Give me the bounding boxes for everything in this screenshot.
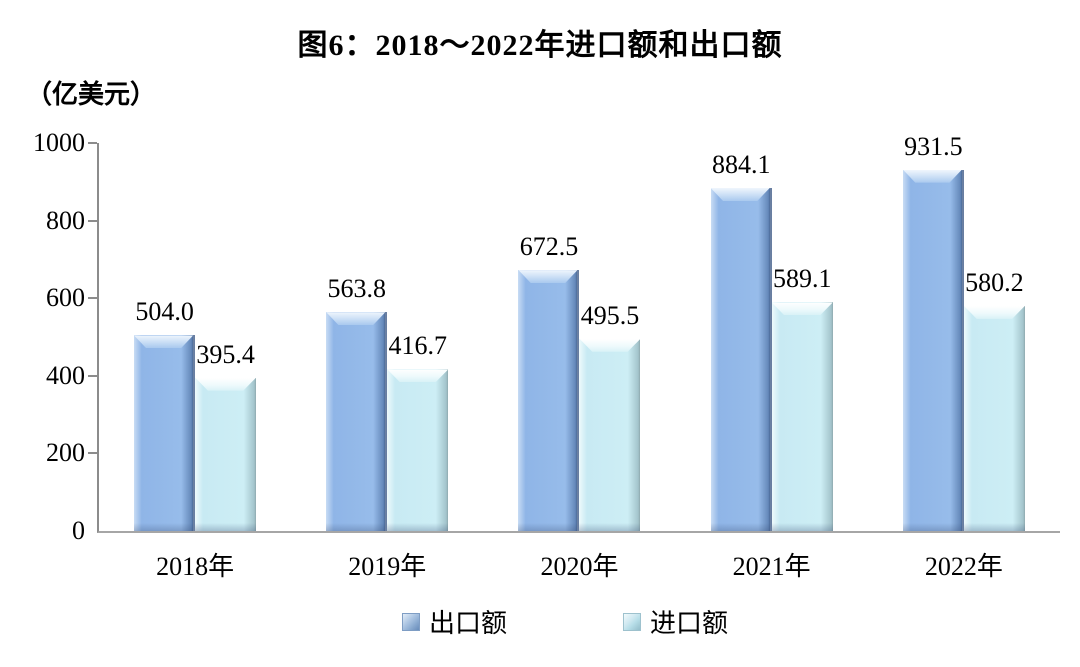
export-legend-marker-icon [401,612,420,631]
y-tick-mark-400 [88,374,97,377]
legend-label: 出口额 [428,609,507,638]
value-label: 580.2 [965,267,1024,297]
y-tick-label-1000: 1000 [33,128,85,157]
export-bar-2022年 [902,169,964,532]
x-axis-label-2019年: 2019年 [348,552,427,581]
import-bar-2021年 [771,302,833,531]
legend-label: 进口额 [650,609,729,638]
value-label: 563.8 [327,274,387,304]
bar-group-2020年: 672.5 495.5 2020年 [483,143,675,581]
y-tick-mark-800 [88,219,97,222]
x-axis-label-2020年: 2020年 [540,552,619,581]
export-bar-2021年 [710,187,772,532]
bar-slot: 589.1 [771,264,833,531]
value-label: 931.5 [904,131,963,161]
export-bar-2018年 [134,335,196,531]
x-axis-label-2021年: 2021年 [732,552,811,581]
import-bar-2019年 [387,369,449,531]
y-tick-mark-600 [88,297,97,300]
legend: 出口额 进口额 [401,603,728,640]
import-legend-marker-icon [623,612,641,631]
legend-item-进口额: 进口额 [623,603,728,640]
value-label: 589.1 [772,264,832,294]
y-axis-unit-label: （亿美元） [26,80,157,109]
value-label: 395.4 [196,339,255,369]
bar-slot: 580.2 [963,268,1025,532]
export-bar-2020年 [518,270,580,531]
value-label: 495.5 [580,300,640,330]
y-tick-label-0: 0 [72,516,85,545]
bar-group-2022年: 931.5 580.2 2022年 [868,132,1060,581]
y-tick-label-800: 800 [46,205,85,235]
y-tick-label-200: 200 [46,438,85,468]
value-label: 416.7 [388,331,448,361]
bar-slot: 504.0 [134,297,196,531]
bar-group-2018年: 504.0 395.4 2018年 [99,143,291,581]
y-tick-mark-1000 [88,142,97,144]
x-axis-label-2022年: 2022年 [924,552,1003,581]
bar-group-2021年: 884.1 589.1 2021年 [676,143,868,581]
y-tick-label-600: 600 [46,283,85,313]
bar-slot: 395.4 [195,340,257,532]
value-label: 504.0 [135,297,194,327]
import-bar-2020年 [579,338,641,532]
bar-slot: 563.8 [326,274,388,531]
legend-item-出口额: 出口额 [401,603,507,640]
import-bar-2018年 [195,377,257,532]
bar-slot: 884.1 [710,150,772,532]
y-tick-label-400: 400 [46,360,85,390]
value-label: 672.5 [519,232,579,262]
bar-slot: 495.5 [579,301,641,532]
x-axis-label-2018年: 2018年 [156,552,235,581]
chart-title: 图6：2018～2022年进口额和出口额 [297,29,783,62]
bar-slot: 672.5 [518,232,580,531]
bar-slot: 931.5 [902,132,964,532]
bar-slot: 416.7 [387,331,449,531]
value-label: 884.1 [711,149,771,179]
export-bar-2019年 [326,312,388,531]
plot-area: 0 200 400 600 800 1000 504.0 395.4 2018年 563.8 416… [33,129,1060,581]
y-tick-mark-200 [88,452,97,455]
bar-group-2019年: 563.8 416.7 2019年 [291,143,483,581]
import-bar-2022年 [963,305,1025,532]
